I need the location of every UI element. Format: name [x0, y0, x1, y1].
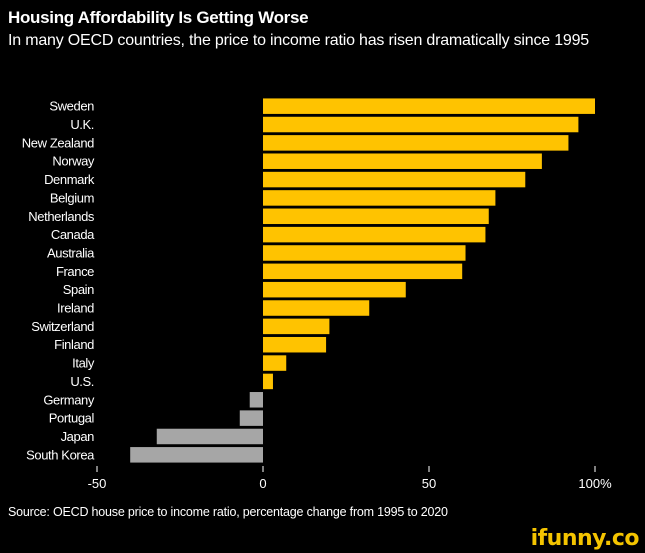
bar — [263, 135, 569, 151]
bar — [263, 116, 579, 133]
category-label: Belgium — [50, 190, 94, 205]
bar — [263, 208, 489, 225]
category-label: Canada — [51, 227, 95, 242]
ifunny-watermark: ifunny.co — [530, 526, 640, 551]
bar — [263, 373, 273, 390]
category-label: Spain — [63, 282, 94, 297]
category-label: Sweden — [49, 99, 94, 114]
x-tick-label: 100% — [578, 476, 612, 491]
category-label: Ireland — [57, 301, 94, 316]
chart-title: Housing Affordability Is Getting Worse — [8, 8, 309, 27]
category-label: Germany — [43, 392, 95, 407]
bar — [263, 355, 287, 371]
source-note: Source: OECD house price to income ratio… — [8, 505, 448, 519]
category-label: Italy — [72, 356, 95, 371]
bar — [263, 153, 542, 169]
bar — [239, 410, 263, 426]
category-label: Australia — [47, 245, 95, 260]
category-label: Japan — [61, 429, 95, 444]
category-label: Denmark — [44, 172, 95, 187]
category-label: New Zealand — [22, 135, 94, 150]
bar — [263, 263, 463, 280]
bar — [263, 226, 486, 243]
category-label: South Korea — [26, 447, 95, 462]
category-label: Finland — [54, 337, 94, 352]
category-label: Netherlands — [28, 209, 95, 224]
x-tick-label: 50 — [422, 476, 436, 491]
category-label: Switzerland — [31, 319, 94, 334]
bar — [156, 428, 263, 445]
bar — [263, 300, 370, 316]
category-label: U.S. — [70, 374, 94, 389]
category-label: France — [56, 264, 94, 279]
x-tick-label: 0 — [259, 476, 266, 491]
bar — [249, 392, 263, 408]
x-tick-label: -50 — [88, 476, 107, 491]
bar — [263, 281, 406, 298]
category-label: U.K. — [70, 117, 94, 132]
bar — [130, 447, 263, 463]
bar — [263, 171, 526, 188]
chart-subtitle: In many OECD countries, the price to inc… — [8, 32, 590, 49]
bar — [263, 318, 330, 335]
category-label: Portugal — [49, 411, 95, 426]
category-label: Norway — [52, 154, 95, 169]
bar — [263, 336, 327, 353]
bar — [263, 190, 496, 206]
bar — [263, 98, 595, 114]
bar — [263, 245, 466, 261]
